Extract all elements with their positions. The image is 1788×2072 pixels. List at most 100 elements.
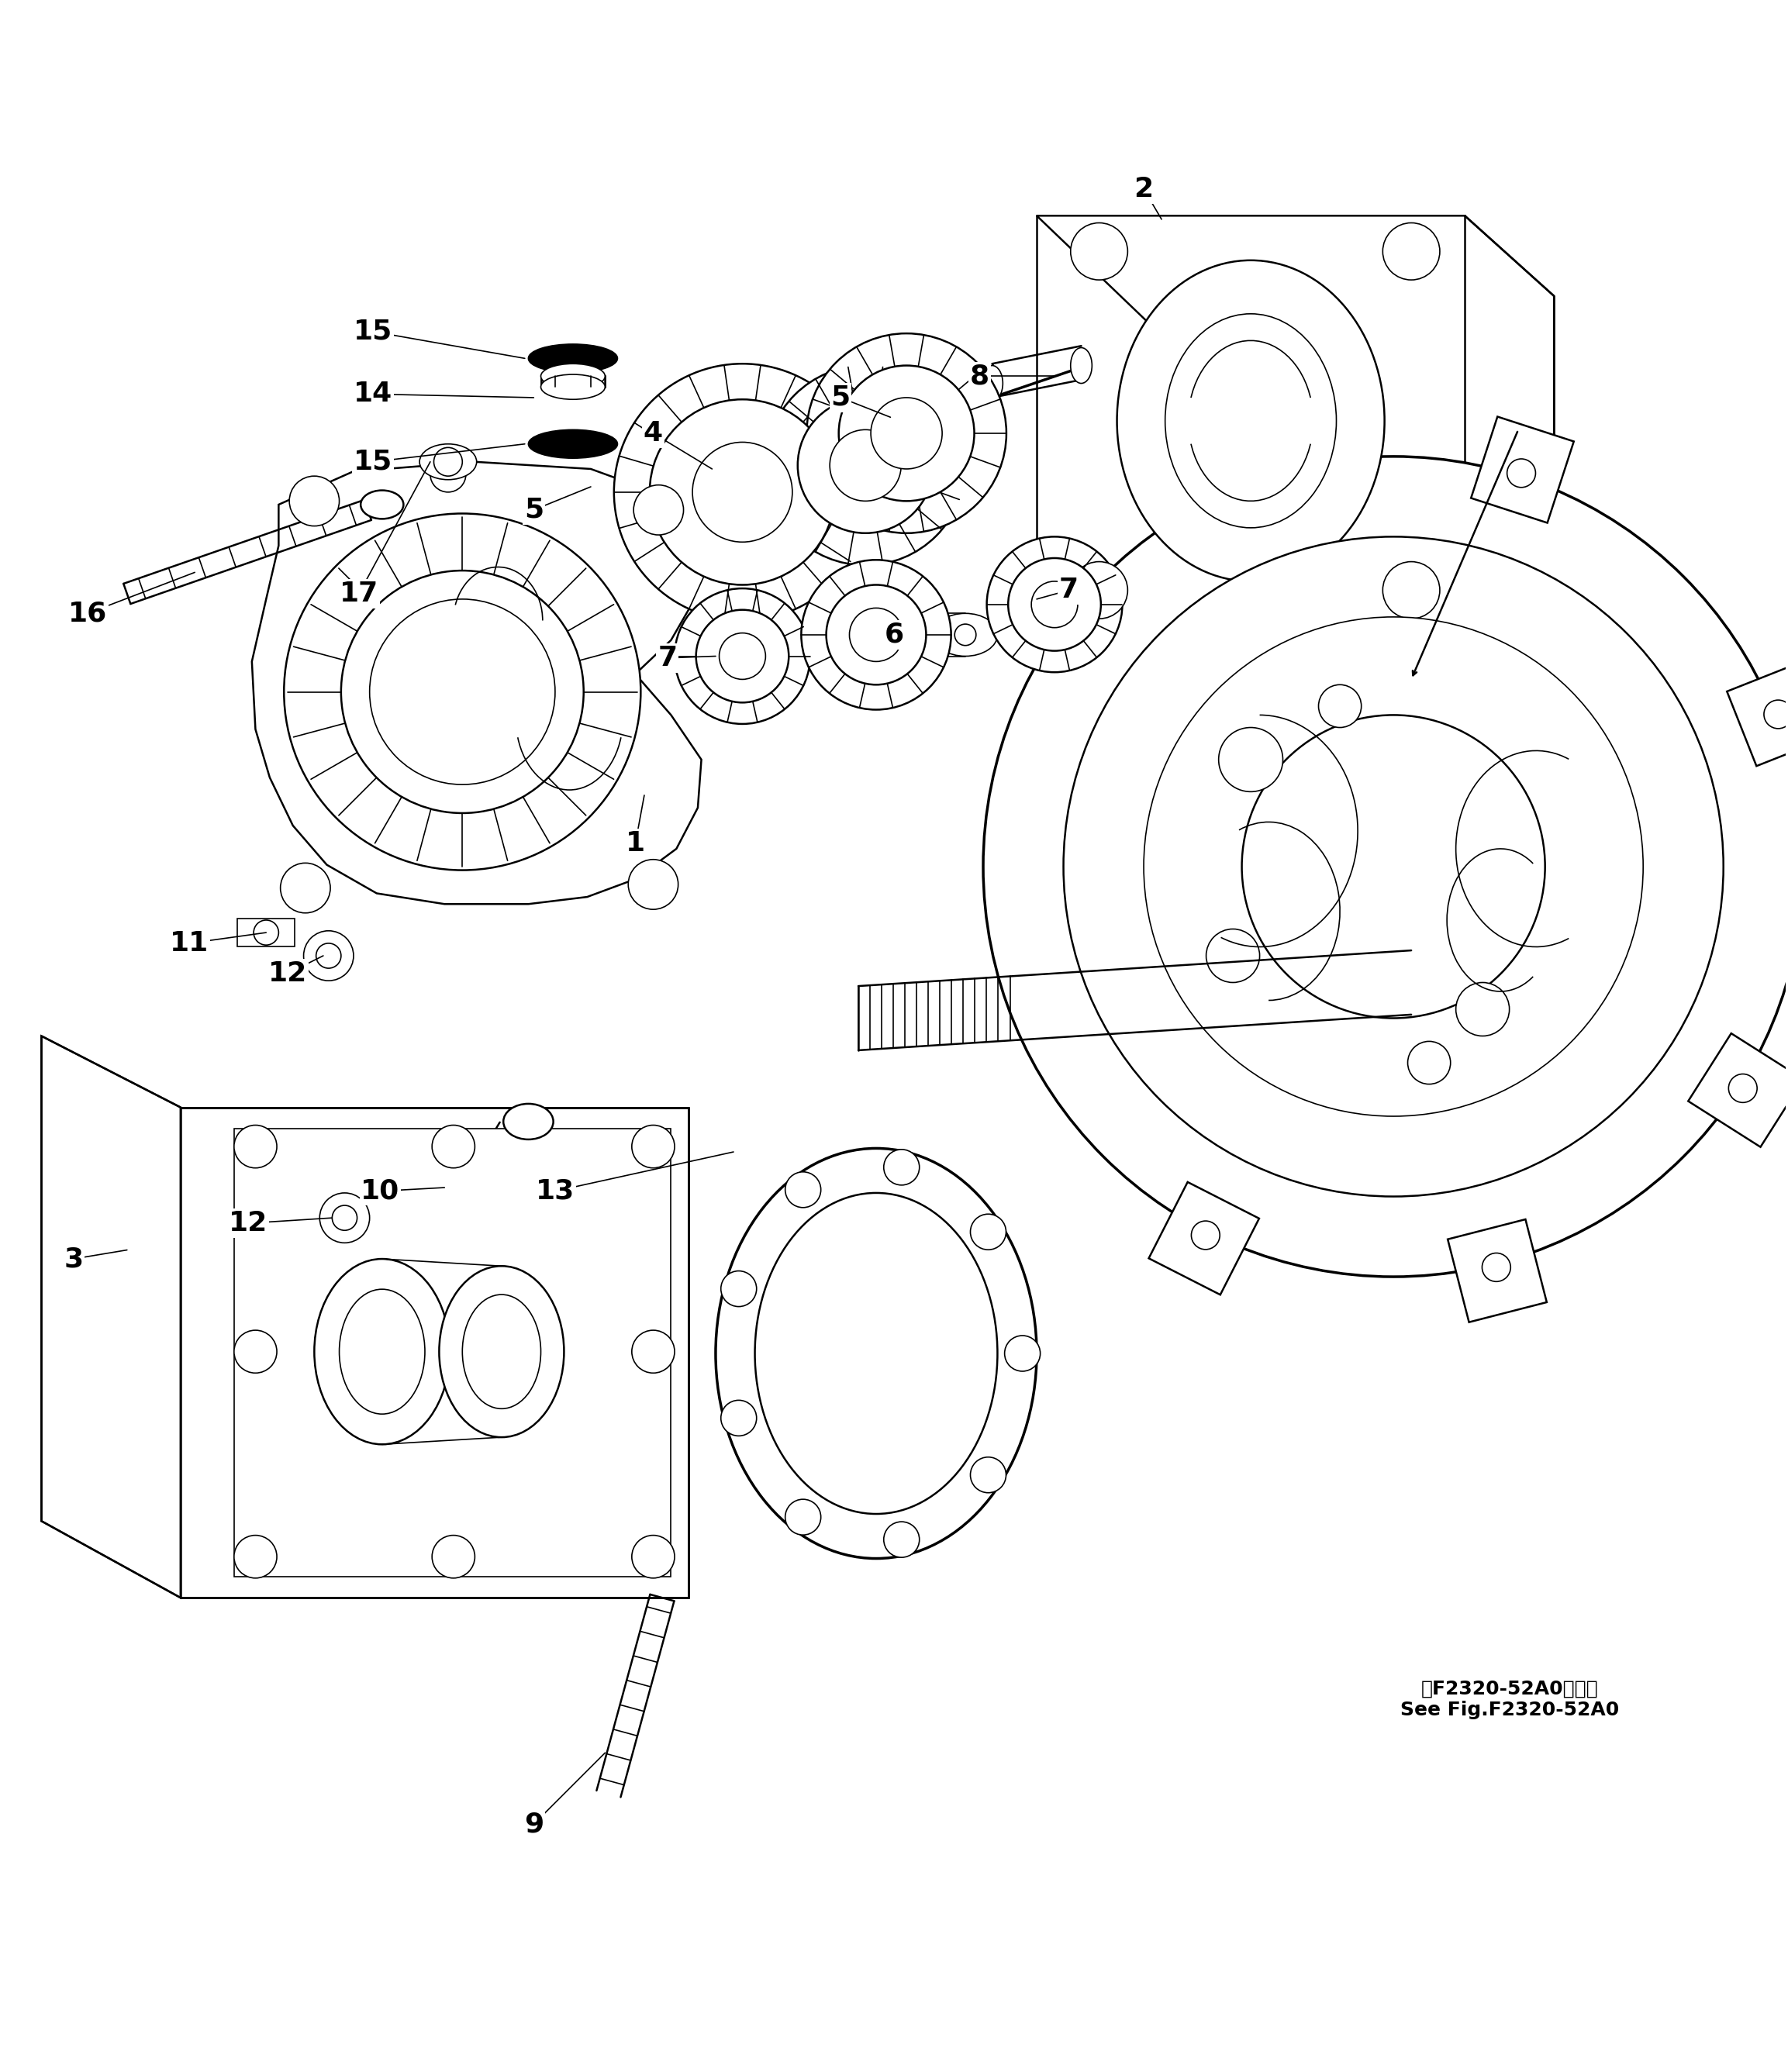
Polygon shape xyxy=(1037,215,1464,626)
Circle shape xyxy=(434,448,463,477)
Text: 1: 1 xyxy=(626,831,645,856)
Circle shape xyxy=(1064,537,1724,1196)
Text: 15: 15 xyxy=(354,450,393,474)
Text: 5: 5 xyxy=(831,385,851,410)
Circle shape xyxy=(785,1500,821,1535)
Circle shape xyxy=(785,1173,821,1208)
Text: 2: 2 xyxy=(1134,176,1153,203)
Ellipse shape xyxy=(755,1193,998,1515)
Polygon shape xyxy=(1187,425,1293,533)
Circle shape xyxy=(1005,1336,1041,1372)
Circle shape xyxy=(290,477,340,526)
Text: 5: 5 xyxy=(524,497,544,522)
Circle shape xyxy=(721,1270,756,1307)
Ellipse shape xyxy=(933,613,998,657)
Text: 11: 11 xyxy=(170,930,209,957)
Ellipse shape xyxy=(649,400,835,584)
Circle shape xyxy=(1455,982,1509,1036)
Ellipse shape xyxy=(315,1260,451,1444)
Circle shape xyxy=(316,943,342,968)
Ellipse shape xyxy=(692,441,792,543)
Ellipse shape xyxy=(696,609,789,702)
Circle shape xyxy=(883,1521,919,1558)
Circle shape xyxy=(1765,700,1788,729)
Circle shape xyxy=(254,920,279,945)
Ellipse shape xyxy=(801,559,951,711)
Text: 15: 15 xyxy=(354,319,393,344)
Text: 第F2320-52A0図参照
See Fig.F2320-52A0: 第F2320-52A0図参照 See Fig.F2320-52A0 xyxy=(1400,1678,1618,1720)
Ellipse shape xyxy=(674,588,810,723)
Ellipse shape xyxy=(1032,582,1078,628)
Polygon shape xyxy=(1727,659,1788,767)
Ellipse shape xyxy=(826,584,926,684)
Circle shape xyxy=(1318,684,1361,727)
Polygon shape xyxy=(1472,416,1573,522)
Ellipse shape xyxy=(527,429,617,458)
Ellipse shape xyxy=(987,537,1123,671)
Ellipse shape xyxy=(370,599,554,785)
Text: 17: 17 xyxy=(340,580,379,607)
Text: 8: 8 xyxy=(969,363,989,390)
Ellipse shape xyxy=(806,334,1007,533)
Ellipse shape xyxy=(719,632,765,680)
Ellipse shape xyxy=(982,365,1003,402)
Text: 6: 6 xyxy=(885,622,903,649)
Ellipse shape xyxy=(440,1266,563,1438)
Circle shape xyxy=(631,1330,674,1374)
Ellipse shape xyxy=(1166,313,1336,528)
Ellipse shape xyxy=(765,365,966,566)
Text: 9: 9 xyxy=(524,1811,544,1838)
Ellipse shape xyxy=(849,607,903,661)
Polygon shape xyxy=(181,1106,688,1598)
Circle shape xyxy=(971,1214,1007,1249)
Circle shape xyxy=(631,1535,674,1579)
Ellipse shape xyxy=(839,365,974,501)
Circle shape xyxy=(971,1457,1007,1492)
Circle shape xyxy=(1144,617,1643,1117)
Circle shape xyxy=(234,1535,277,1579)
Polygon shape xyxy=(234,1129,670,1577)
Text: 14: 14 xyxy=(354,381,393,408)
Polygon shape xyxy=(1148,1181,1259,1295)
Circle shape xyxy=(633,485,683,535)
Text: 4: 4 xyxy=(644,421,663,445)
Polygon shape xyxy=(1037,215,1554,680)
Circle shape xyxy=(1071,562,1128,620)
Circle shape xyxy=(1507,458,1536,487)
Text: 12: 12 xyxy=(229,1210,268,1237)
Polygon shape xyxy=(1448,1218,1547,1322)
Ellipse shape xyxy=(540,365,604,390)
Ellipse shape xyxy=(463,1295,540,1409)
Ellipse shape xyxy=(284,514,640,870)
Circle shape xyxy=(234,1330,277,1374)
Polygon shape xyxy=(1688,1034,1788,1148)
Circle shape xyxy=(281,864,331,914)
Polygon shape xyxy=(540,377,604,387)
Circle shape xyxy=(1191,1220,1219,1249)
Text: 10: 10 xyxy=(361,1179,401,1204)
Ellipse shape xyxy=(613,365,871,620)
Circle shape xyxy=(1729,1073,1758,1102)
Circle shape xyxy=(983,456,1788,1276)
Circle shape xyxy=(1227,468,1255,495)
Polygon shape xyxy=(41,1036,181,1598)
Circle shape xyxy=(1071,224,1128,280)
Circle shape xyxy=(1382,224,1439,280)
Ellipse shape xyxy=(830,429,901,501)
Circle shape xyxy=(1207,928,1261,982)
Circle shape xyxy=(333,1206,358,1231)
Ellipse shape xyxy=(342,570,583,812)
Circle shape xyxy=(955,624,976,646)
Circle shape xyxy=(1219,727,1282,792)
Ellipse shape xyxy=(420,443,477,479)
Circle shape xyxy=(631,1125,674,1169)
Polygon shape xyxy=(252,462,706,903)
Circle shape xyxy=(433,1535,476,1579)
Text: 16: 16 xyxy=(68,601,107,626)
Ellipse shape xyxy=(797,398,933,533)
Ellipse shape xyxy=(715,1148,1037,1558)
Polygon shape xyxy=(238,918,295,947)
Circle shape xyxy=(1482,1254,1511,1283)
Ellipse shape xyxy=(504,1104,552,1140)
Circle shape xyxy=(320,1193,370,1243)
